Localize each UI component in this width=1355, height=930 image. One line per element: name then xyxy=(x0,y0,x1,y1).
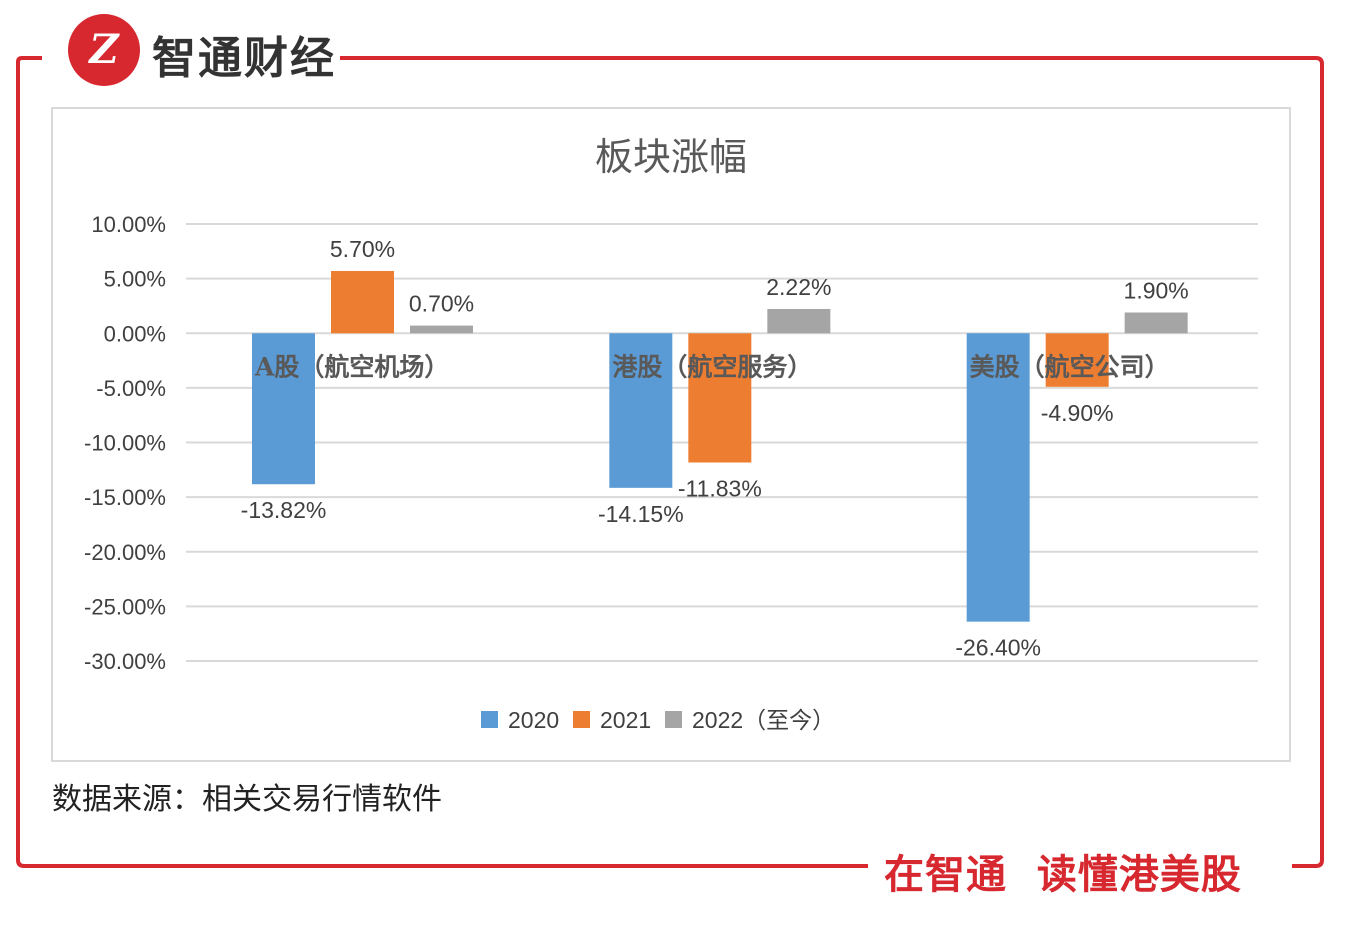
y-axis: 10.00% 5.00% 0.00% -5.00% -10.00% -15.00% -20.… xyxy=(84,212,166,674)
brand-name: 智通财经 xyxy=(152,33,336,84)
legend-label: 2021 xyxy=(600,707,651,733)
data-label: 0.70% xyxy=(409,291,474,317)
bar xyxy=(1045,333,1109,387)
data-label: -26.40% xyxy=(955,635,1041,661)
data-label: -13.82% xyxy=(241,497,327,523)
data-label: -11.83% xyxy=(678,475,762,501)
y-tick-label: -20.00% xyxy=(84,540,166,565)
bar xyxy=(609,333,673,488)
y-tick-label: -5.00% xyxy=(96,376,166,401)
data-label: 2.22% xyxy=(766,274,831,300)
bar xyxy=(688,333,752,463)
y-tick-label: 0.00% xyxy=(104,321,166,346)
data-source: 数据来源：相关交易行情软件 xyxy=(52,782,442,817)
y-tick-label: -15.00% xyxy=(84,485,166,510)
legend-swatch xyxy=(573,711,590,728)
legend-label: 2022（至今） xyxy=(692,707,835,733)
bar xyxy=(966,333,1030,622)
legend-swatch xyxy=(481,711,498,728)
bar xyxy=(252,333,315,485)
data-label: -4.90% xyxy=(1041,400,1114,426)
data-labels: -13.82% 5.70% 0.70% -14.15%-11.83% 2.22% -26.… xyxy=(241,236,1189,661)
bar xyxy=(1124,312,1188,334)
slogan: 在智通 读懂港美股 xyxy=(884,852,1242,898)
legend: 2020 2021 2022（至今） xyxy=(481,707,835,733)
category-label: 港股（航空服务） xyxy=(612,352,812,381)
category-label: 美股（航空公司） xyxy=(970,352,1170,381)
brand-logo: Z xyxy=(68,14,140,86)
bar xyxy=(767,308,831,334)
category-label: A股（航空机场） xyxy=(254,352,449,381)
y-tick-label: 5.00% xyxy=(104,267,166,292)
data-label: 1.90% xyxy=(1124,277,1189,303)
bars xyxy=(252,270,1188,622)
bar xyxy=(331,270,394,334)
legend-swatch xyxy=(665,711,682,728)
legend-label: 2020 xyxy=(508,707,559,733)
category-labels: A股（航空机场） 港股（航空服务） 美股（航空公司） xyxy=(254,352,1170,381)
chart-title: 板块涨幅 xyxy=(595,135,747,179)
bar xyxy=(410,325,473,334)
y-tick-label: 10.00% xyxy=(91,212,166,237)
data-label: 5.70% xyxy=(330,236,395,262)
y-tick-label: -30.00% xyxy=(84,649,166,674)
y-tick-label: -25.00% xyxy=(84,594,166,619)
y-tick-label: -10.00% xyxy=(84,431,166,456)
data-label: -14.15% xyxy=(598,501,684,527)
